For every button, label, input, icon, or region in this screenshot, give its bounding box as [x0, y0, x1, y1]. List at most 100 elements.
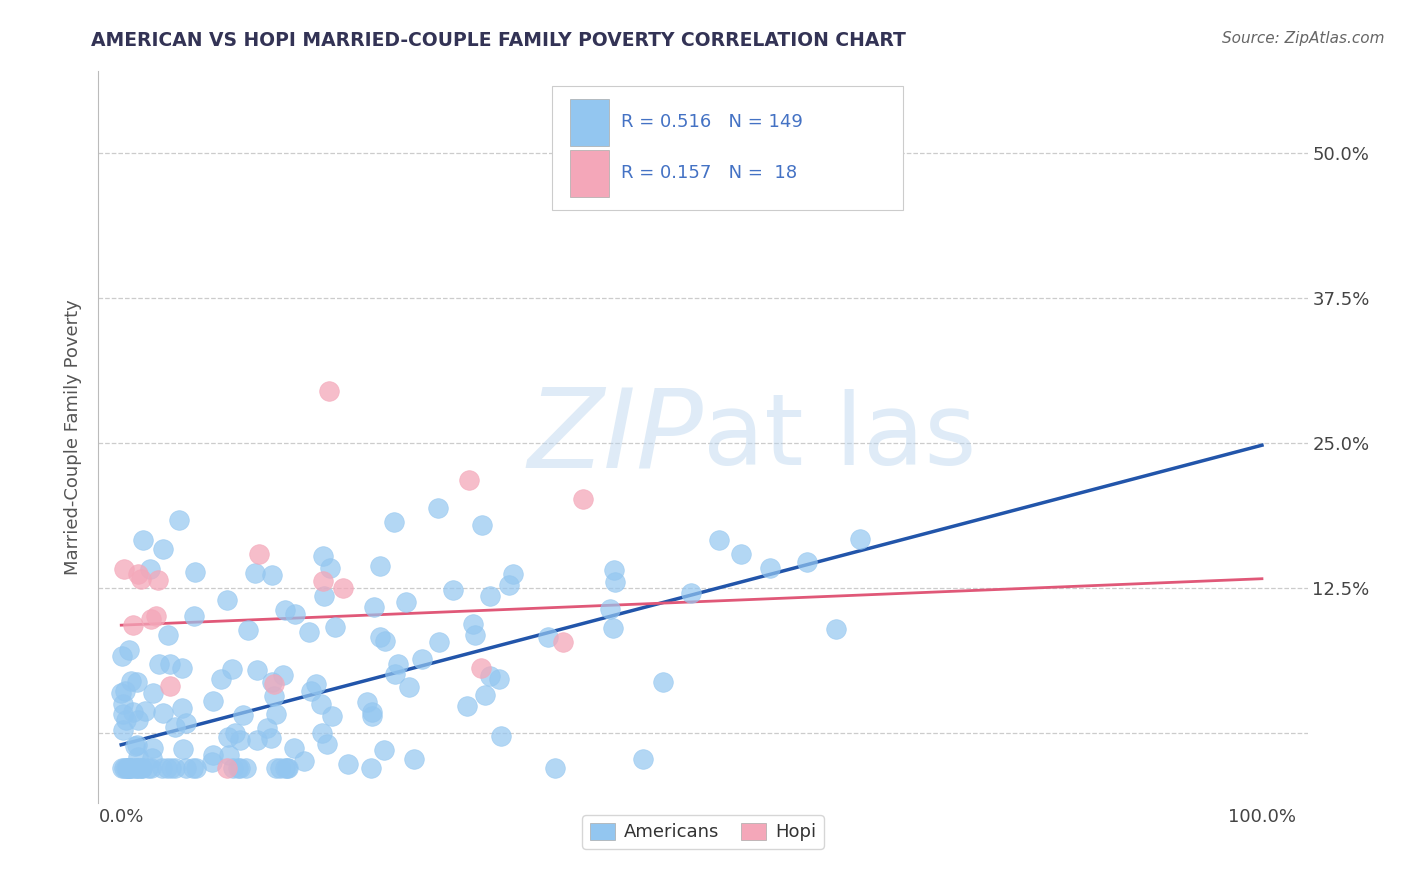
Point: [825, 622, 848, 636]
Point: [679, 586, 702, 600]
Point: [111, 697, 134, 711]
Point: [312, 549, 335, 563]
Point: [160, 761, 183, 775]
Point: [311, 726, 333, 740]
Point: [201, 756, 224, 770]
Point: [479, 589, 502, 603]
Point: [332, 582, 354, 596]
Point: [201, 748, 224, 763]
Point: [553, 635, 575, 649]
Point: [165, 720, 187, 734]
Point: [141, 761, 163, 775]
Point: [156, 761, 179, 775]
Point: [652, 674, 675, 689]
Point: [441, 582, 464, 597]
Point: [121, 617, 143, 632]
Point: [260, 568, 283, 582]
Point: [283, 741, 305, 756]
Text: ZIP: ZIP: [527, 384, 703, 491]
Point: [163, 761, 186, 775]
Point: [269, 761, 291, 775]
Point: [489, 729, 512, 743]
Point: [172, 742, 194, 756]
Point: [218, 747, 240, 762]
Point: [120, 761, 142, 775]
Point: [602, 621, 624, 635]
Point: [356, 695, 378, 709]
Point: [136, 761, 159, 775]
Point: [117, 761, 139, 775]
Point: [229, 732, 252, 747]
Point: [181, 761, 204, 775]
Point: [131, 572, 153, 586]
Point: [479, 668, 502, 682]
Point: [174, 715, 197, 730]
Point: [110, 686, 132, 700]
Point: [311, 698, 333, 712]
Point: [125, 738, 148, 752]
Point: [120, 761, 142, 775]
Point: [361, 708, 384, 723]
Point: [229, 761, 252, 775]
Point: [498, 578, 520, 592]
Point: [294, 754, 316, 768]
Point: [152, 542, 174, 557]
Point: [368, 559, 391, 574]
Point: [373, 743, 395, 757]
Point: [298, 625, 321, 640]
Point: [360, 761, 382, 775]
Point: [368, 630, 391, 644]
Point: [243, 566, 266, 581]
Point: [142, 741, 165, 756]
Point: [117, 761, 139, 775]
Point: [128, 761, 150, 775]
Point: [184, 761, 207, 775]
Point: [427, 501, 450, 516]
Point: [264, 761, 287, 775]
Point: [402, 752, 425, 766]
Point: [236, 623, 259, 637]
Point: [274, 761, 297, 775]
Point: [152, 706, 174, 720]
Point: [707, 533, 730, 548]
Point: [305, 677, 328, 691]
Point: [363, 600, 385, 615]
Point: [323, 620, 346, 634]
Point: [461, 617, 484, 632]
Point: [246, 733, 269, 747]
Point: [150, 761, 173, 775]
Point: [117, 761, 139, 775]
Point: [246, 664, 269, 678]
Point: [602, 563, 624, 577]
Point: [301, 683, 323, 698]
Point: [411, 652, 433, 666]
Point: [222, 761, 245, 775]
Point: [170, 660, 193, 674]
Point: [277, 761, 299, 775]
Point: [118, 642, 141, 657]
Point: [127, 761, 149, 775]
Point: [276, 761, 298, 775]
Point: [111, 761, 134, 775]
Point: [159, 657, 181, 672]
Point: [488, 672, 510, 686]
Point: [209, 673, 232, 687]
Point: [759, 561, 782, 575]
Point: [427, 635, 450, 649]
Text: R = 0.157   N =  18: R = 0.157 N = 18: [621, 164, 797, 182]
Point: [256, 721, 278, 735]
Point: [384, 667, 406, 681]
Point: [537, 630, 560, 644]
Point: [502, 566, 524, 581]
Point: [226, 761, 249, 775]
Point: [111, 648, 134, 663]
Point: [849, 532, 872, 546]
Point: [156, 628, 179, 642]
Point: [148, 657, 170, 671]
Point: [474, 688, 496, 702]
Point: [141, 612, 163, 626]
Point: [572, 491, 595, 506]
Point: [176, 761, 198, 775]
Point: [235, 761, 257, 775]
Point: [183, 609, 205, 624]
